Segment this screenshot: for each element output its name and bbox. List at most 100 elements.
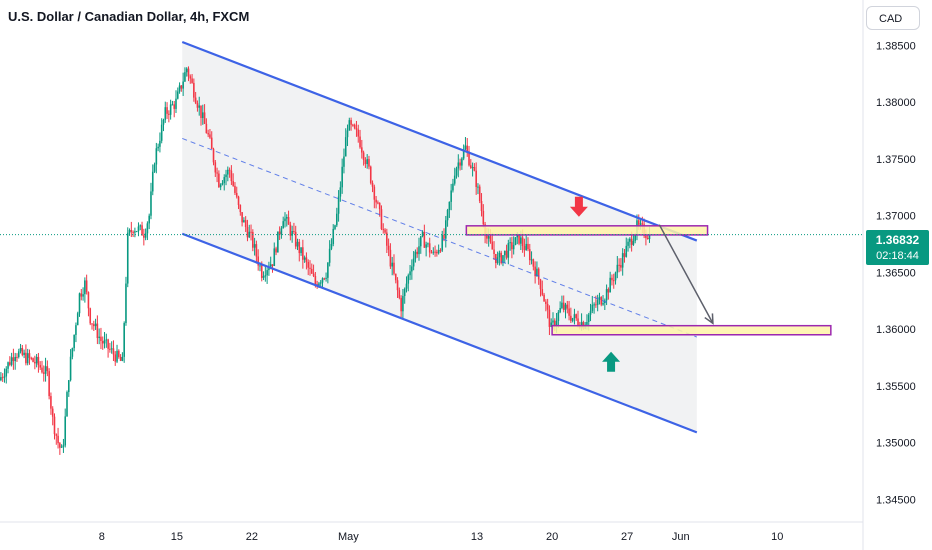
candle-body xyxy=(44,366,47,374)
x-tick-label: 15 xyxy=(171,531,183,543)
candle-body xyxy=(555,320,558,327)
candle-body xyxy=(550,322,553,327)
candle-body xyxy=(114,354,117,362)
candle-body xyxy=(216,172,218,174)
candle-body xyxy=(118,350,120,357)
candle-body xyxy=(141,225,143,236)
candle-body xyxy=(66,392,68,417)
candle-body xyxy=(219,184,222,188)
candle-body xyxy=(87,292,90,309)
candle-body xyxy=(521,237,524,247)
candle-body xyxy=(310,268,313,274)
candle-body xyxy=(62,445,65,447)
candle-body xyxy=(67,380,70,393)
candle-body xyxy=(629,238,631,242)
candle-body xyxy=(439,250,442,252)
candle-body xyxy=(623,253,626,257)
candle-body xyxy=(511,242,513,250)
candle-body xyxy=(394,273,397,281)
candle-body xyxy=(201,112,204,119)
candle-body xyxy=(564,304,567,310)
candle-body xyxy=(262,276,265,278)
x-tick-label: May xyxy=(338,531,359,543)
candle-body xyxy=(614,272,617,281)
candle-body xyxy=(528,249,531,261)
candle-body xyxy=(19,348,22,352)
candle-body xyxy=(498,252,501,258)
channel-upper-line xyxy=(181,40,698,242)
candle-body xyxy=(39,365,42,368)
candle-body xyxy=(514,237,517,245)
candle-body xyxy=(32,358,34,362)
candle-body xyxy=(352,124,354,126)
candle-body xyxy=(455,168,458,176)
sell-arrow-icon xyxy=(569,196,588,217)
candle-body xyxy=(260,265,263,278)
candle-body xyxy=(468,151,470,166)
candle-body xyxy=(530,259,533,261)
candle-body xyxy=(366,159,368,165)
candle-body xyxy=(593,304,595,306)
candle-body xyxy=(512,244,515,250)
candle-body xyxy=(257,256,259,266)
candle-body xyxy=(41,367,43,373)
candle-body xyxy=(425,244,427,248)
candle-body xyxy=(46,366,49,372)
candle-body xyxy=(537,268,540,280)
candle-body xyxy=(178,85,181,92)
candle-body xyxy=(645,235,647,238)
candle-body xyxy=(328,248,331,263)
candle-body xyxy=(98,336,100,339)
candle-body xyxy=(200,105,202,119)
candle-body xyxy=(486,235,488,239)
candle-body xyxy=(391,262,393,267)
candle-body xyxy=(634,234,636,241)
candle-body xyxy=(123,323,125,357)
candle-body xyxy=(334,225,336,229)
candle-body xyxy=(75,325,77,335)
candle-body xyxy=(348,120,351,131)
y-tick-label: 1.35500 xyxy=(876,381,916,393)
candle-body xyxy=(470,165,472,168)
candle-body xyxy=(110,348,113,350)
candle-body xyxy=(244,220,247,227)
last-price-badge: 1.36832 02:18:44 xyxy=(866,230,929,265)
candle-body xyxy=(135,231,138,233)
candle-body xyxy=(48,371,50,397)
candle-body xyxy=(646,237,649,240)
candle-body xyxy=(312,273,315,276)
candle-body xyxy=(414,251,417,259)
candle-body xyxy=(589,310,592,315)
candle-body xyxy=(264,275,267,277)
candle-body xyxy=(12,357,15,362)
candle-body xyxy=(575,314,578,319)
candle-body xyxy=(552,320,554,323)
candle-body xyxy=(405,283,408,289)
candle-body xyxy=(205,123,208,134)
candle-body xyxy=(566,304,569,309)
candle-body xyxy=(384,229,386,233)
candle-body xyxy=(641,223,644,225)
candle-body xyxy=(280,228,283,235)
candle-body xyxy=(198,105,201,108)
candle-body xyxy=(337,196,340,214)
candle-body xyxy=(94,323,97,327)
candle-body xyxy=(214,162,217,173)
candle-body xyxy=(453,175,456,184)
candle-body xyxy=(55,434,58,436)
chart-title: U.S. Dollar / Canadian Dollar, 4h, FXCM xyxy=(8,9,250,24)
candle-body xyxy=(28,353,31,358)
candle-body xyxy=(389,249,392,267)
candle-body xyxy=(37,356,40,366)
candle-body xyxy=(191,78,193,83)
currency-button[interactable]: CAD xyxy=(866,6,920,30)
candle-body xyxy=(109,348,111,350)
candle-body xyxy=(541,289,544,295)
candle-body xyxy=(378,202,381,210)
candle-body xyxy=(441,234,444,251)
candle-body xyxy=(520,237,522,244)
candle-body xyxy=(302,247,304,260)
candle-body xyxy=(194,97,197,104)
candle-body xyxy=(473,166,476,171)
